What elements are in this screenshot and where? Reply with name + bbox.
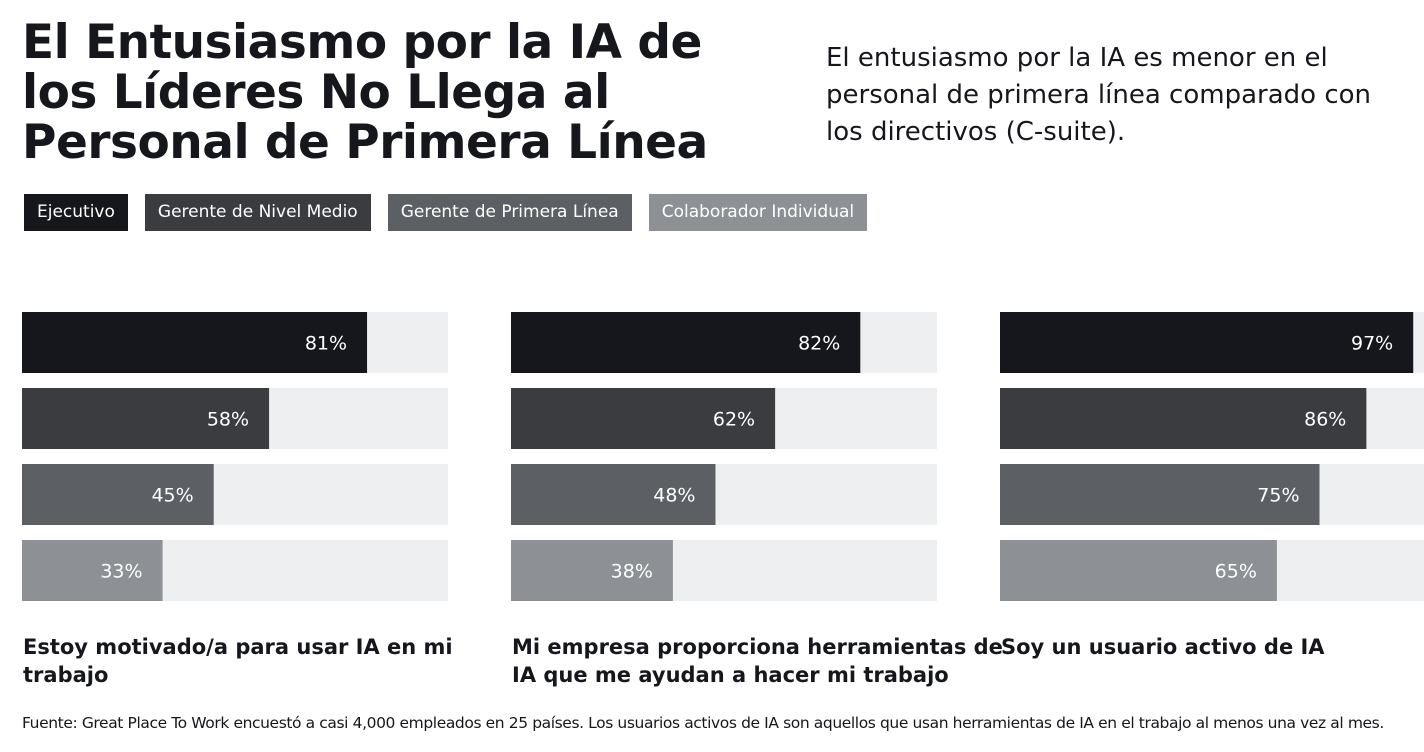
panel-label: Mi empresa proporciona herramientas de IA…	[512, 635, 1003, 687]
data-label: 48%	[653, 485, 695, 507]
chart-title: El Entusiasmo por la IA de los Líderes N…	[22, 15, 708, 170]
data-label: 33%	[100, 561, 142, 583]
bar	[1000, 388, 1367, 449]
legend-item: Ejecutivo	[24, 194, 128, 231]
data-label: 45%	[151, 485, 193, 507]
bar	[22, 464, 214, 525]
data-label: 97%	[1351, 333, 1393, 355]
bar	[22, 312, 368, 373]
data-label: 81%	[305, 333, 347, 355]
source-note: Fuente: Great Place To Work encuestó a c…	[22, 714, 1384, 732]
legend-item: Gerente de Primera Línea	[387, 194, 632, 231]
chart-subtitle: El entusiasmo por la IA es menor en el p…	[826, 43, 1371, 147]
data-label: 82%	[798, 333, 840, 355]
bar	[22, 540, 163, 601]
legend: Ejecutivo Gerente de Nivel Medio Gerente d…	[24, 194, 868, 231]
bar	[1000, 312, 1414, 373]
bar	[22, 388, 270, 449]
bar	[1000, 464, 1320, 525]
data-label: 75%	[1257, 485, 1299, 507]
data-label: 65%	[1215, 561, 1257, 583]
legend-item: Gerente de Nivel Medio	[144, 194, 371, 231]
bar	[511, 540, 673, 601]
panel-label: Estoy motivado/a para usar IA en mi traba…	[23, 635, 453, 687]
bar	[511, 312, 861, 373]
data-label: 86%	[1304, 409, 1346, 431]
bar	[511, 388, 776, 449]
data-label: 62%	[713, 409, 755, 431]
legend-item: Colaborador Individual	[648, 194, 868, 231]
bar	[511, 464, 716, 525]
bar	[1000, 540, 1277, 601]
data-label: 58%	[207, 409, 249, 431]
panel-label: Soy un usuario activo de IA	[1001, 635, 1325, 659]
data-label: 38%	[611, 561, 653, 583]
